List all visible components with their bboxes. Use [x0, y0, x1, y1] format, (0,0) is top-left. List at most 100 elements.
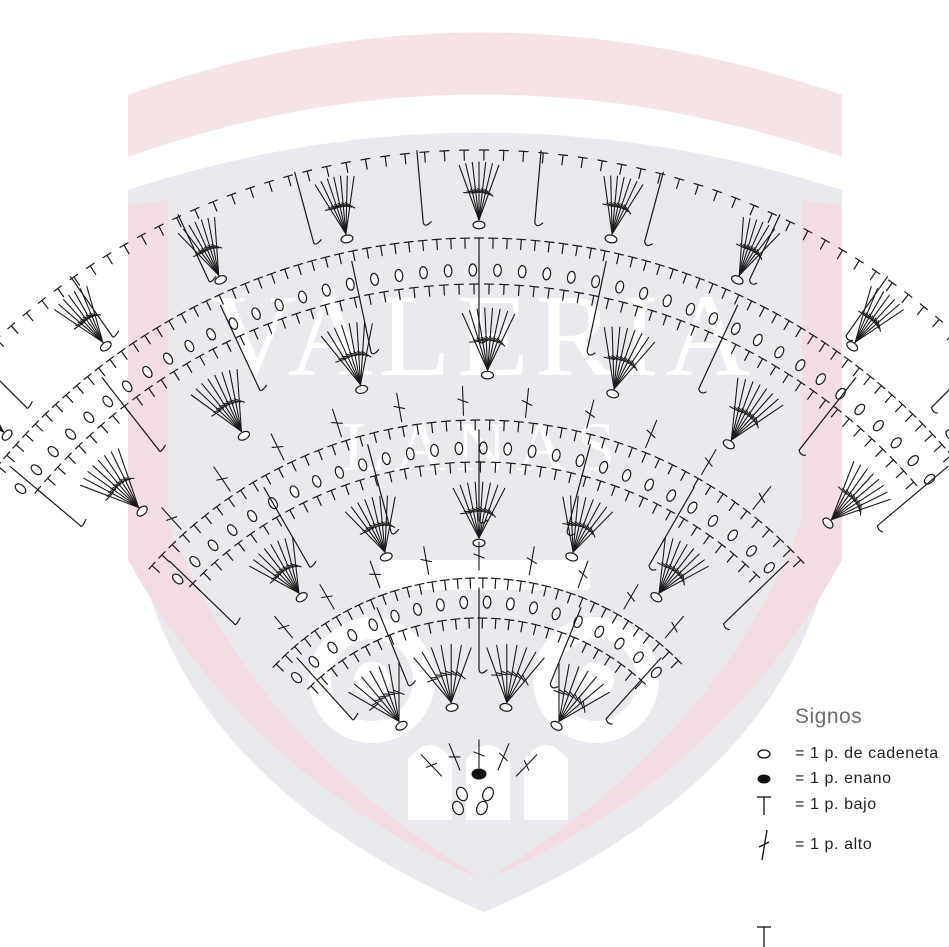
single-crochet-stitch [885, 392, 895, 402]
single-crochet-stitch [32, 421, 42, 431]
single-crochet-stitch [23, 310, 33, 321]
single-crochet-stitch [120, 243, 129, 254]
chain-stitch [13, 482, 27, 495]
chain-stitch [29, 463, 43, 477]
chain-stitch [906, 454, 920, 468]
legend-label-slip-stitch: = 1 p. enano [795, 770, 892, 788]
single-crochet-stitch [896, 468, 906, 478]
single-crochet-stitch [916, 421, 926, 431]
chain-stitch [845, 340, 859, 353]
single-crochet-stitch [887, 280, 897, 291]
single-crochet-stitch [865, 436, 875, 446]
double-crochet-stitch [855, 304, 899, 342]
single-crochet-stitch [0, 336, 3, 346]
single-crochet-stitch [95, 365, 105, 376]
long-stitch [10, 467, 86, 527]
chain-stitch [101, 394, 114, 408]
legend-label-single-crochet: = 1 p. bajo [795, 796, 877, 814]
legend-item-chain: = 1 p. de cadeneta [755, 742, 949, 766]
single-crochet-stitch [896, 401, 906, 411]
slip-stitch [472, 769, 486, 779]
legend-item-double-crochet: = 1 p. alto [755, 833, 949, 857]
single-crochet-stitch [38, 298, 48, 309]
double-crochet-stitch [0, 384, 3, 432]
single-crochet-stitch [103, 253, 112, 264]
single-crochet-stitch [925, 431, 935, 441]
single-crochet-stitch [84, 374, 94, 385]
chain-stitch [460, 596, 468, 608]
single-crochet-stitch [54, 286, 64, 297]
single-crochet-stitch [106, 357, 116, 368]
single-crochet-icon [755, 793, 785, 817]
single-crochet-stitch [109, 413, 119, 424]
single-crochet-stitch [65, 453, 75, 463]
single-crochet-stitch [870, 269, 879, 280]
single-crochet-stitch [864, 374, 874, 385]
chain-stitch [64, 427, 78, 441]
single-crochet-stitch [73, 383, 83, 394]
long-stitch [846, 277, 887, 341]
legend-title: Signos [795, 705, 862, 729]
single-crochet-stitch [842, 357, 852, 368]
single-crochet-stitch [843, 416, 853, 427]
chain-stitch [479, 442, 487, 454]
chain-stitch [481, 371, 493, 379]
single-crochet-stitch [886, 457, 896, 467]
single-crochet-stitch [933, 316, 943, 327]
chain-stitch [469, 264, 477, 276]
chain-stitch [518, 265, 526, 278]
double-crochet-stitch [59, 304, 103, 342]
single-crochet-stitch [944, 452, 949, 462]
chain-stitch [444, 265, 452, 277]
single-crochet-stitch [906, 411, 916, 421]
single-crochet-stitch [875, 383, 885, 394]
long-stitch-icon [755, 923, 785, 947]
chain-stitch [923, 472, 937, 486]
single-crochet-stitch [918, 304, 928, 315]
single-crochet-stitch [0, 463, 5, 473]
chain-icon [755, 742, 785, 766]
chain-stitch [82, 410, 96, 424]
legend-label-chain: = 1 p. de cadeneta [795, 745, 939, 763]
single-crochet-stitch [87, 432, 97, 442]
single-crochet-stitch [42, 411, 52, 421]
watermark-spiral-left-core [354, 662, 390, 698]
double-crochet-icon [755, 833, 785, 863]
single-crochet-stitch [118, 349, 127, 360]
watermark-capital [380, 560, 590, 590]
chain-stitch [46, 445, 60, 459]
chain-stitch [483, 596, 491, 608]
chain-stitch [419, 266, 428, 279]
single-crochet-stitch [853, 365, 863, 376]
watermark-brand-text: VALERIA [212, 270, 757, 401]
chain-stitch [494, 264, 502, 276]
long-stitch [0, 357, 32, 409]
chain-stitch [455, 442, 463, 454]
single-crochet-stitch [13, 441, 24, 451]
single-crochet-stitch [23, 431, 33, 441]
legend-item-single-crochet: = 1 p. bajo [755, 793, 949, 817]
single-crochet-stitch [935, 441, 946, 451]
legend-label-double-crochet: = 1 p. alto [795, 836, 872, 854]
double-crochet-stitch [0, 381, 3, 432]
single-crochet-stitch [854, 426, 864, 437]
chain-stitch [99, 340, 113, 353]
chain-stitch [889, 436, 903, 450]
chain-stitch [872, 419, 886, 433]
long-stitch [877, 467, 948, 532]
single-crochet-stitch [63, 392, 73, 402]
single-crochet-stitch [76, 443, 86, 453]
chain-stitch [944, 428, 949, 442]
single-crochet-stitch [45, 475, 56, 485]
single-crochet-stitch [98, 422, 108, 433]
slip-stitch-icon [755, 767, 785, 791]
single-crochet-stitch [906, 479, 917, 489]
chain-stitch [473, 221, 485, 229]
legend-item-slip-stitch: = 1 p. enano [755, 767, 949, 791]
single-crochet-stitch [4, 452, 15, 462]
single-crochet-stitch [87, 263, 96, 274]
single-crochet-stitch [52, 401, 62, 411]
single-crochet-stitch [55, 464, 65, 474]
long-stitch [932, 357, 949, 414]
chain-stitch [503, 443, 511, 456]
